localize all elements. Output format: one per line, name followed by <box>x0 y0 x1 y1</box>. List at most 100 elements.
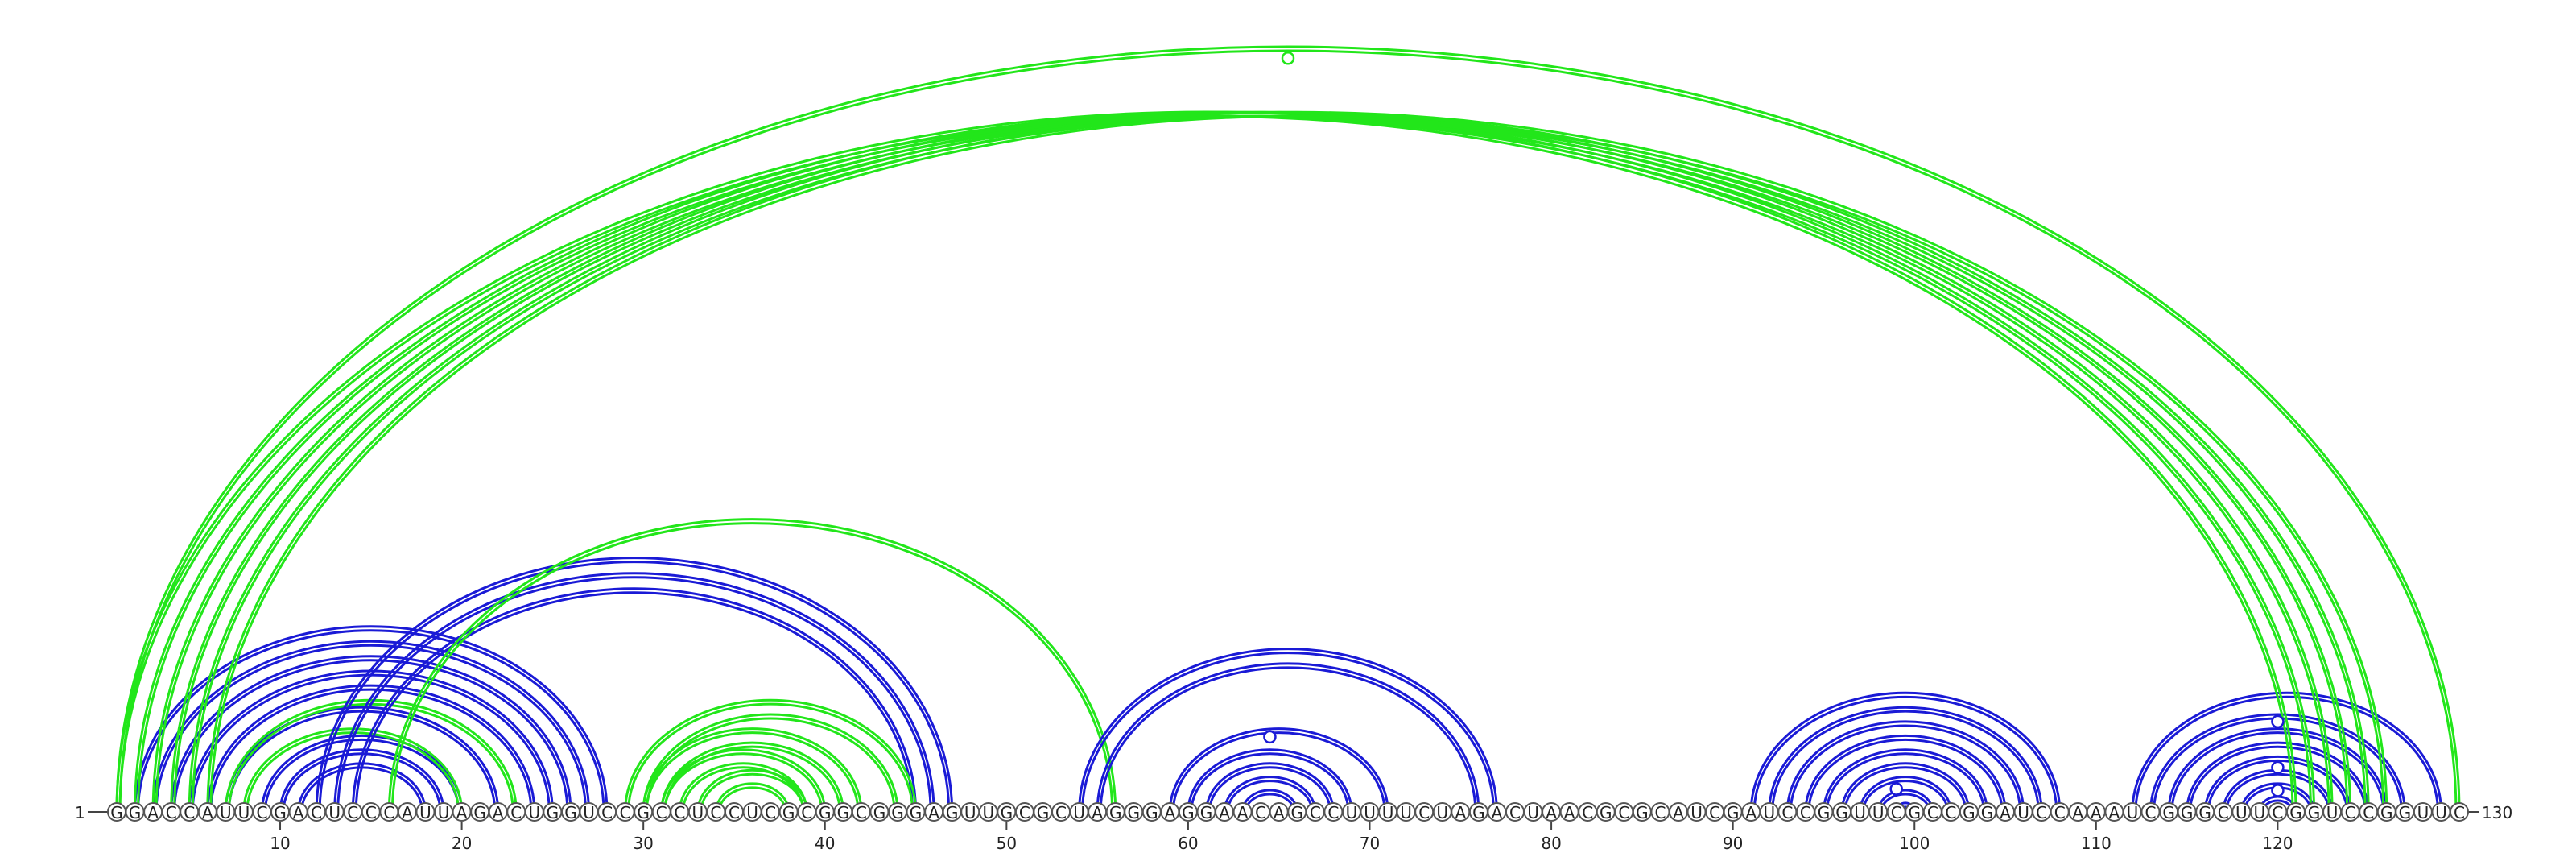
pair-arc <box>660 748 827 813</box>
base-letter: A <box>1673 803 1684 822</box>
base: C <box>1650 802 1670 822</box>
pair-arc <box>1822 748 1988 813</box>
base-letter: A <box>928 803 939 822</box>
base-letter: U <box>1073 803 1085 822</box>
base: G <box>1596 802 1616 822</box>
axis-tick-label: 70 <box>1360 834 1380 853</box>
position-axis: 10 20 30 40 50 60 70 80 90 100 110 120 <box>270 822 2293 853</box>
base-letter: C <box>856 803 867 822</box>
base: U <box>434 802 454 822</box>
base-letter: U <box>529 803 541 822</box>
base: G <box>543 802 563 822</box>
base: U <box>415 802 436 822</box>
base: A <box>2068 802 2088 822</box>
base-letter: U <box>1436 803 1448 822</box>
base: G <box>1468 802 1488 822</box>
axis-tick-label: 100 <box>1899 834 1930 853</box>
base-letter: G <box>2289 803 2302 822</box>
pair-arc-inner <box>1843 766 1967 813</box>
base: G <box>1905 802 1925 822</box>
base: G <box>942 802 962 822</box>
base-letter: C <box>2145 803 2157 822</box>
base-letter: G <box>110 803 123 822</box>
base: C <box>1323 802 1344 822</box>
base: C <box>361 802 381 822</box>
base: A <box>197 802 217 822</box>
pair-arc <box>1859 776 1952 813</box>
base-letter: G <box>873 803 886 822</box>
base: U <box>687 802 708 822</box>
base-letter: G <box>2399 803 2412 822</box>
base-letter: G <box>547 803 559 822</box>
base: U <box>2122 802 2142 822</box>
base-letter: C <box>620 803 631 822</box>
pair-arc <box>624 698 918 813</box>
base: G <box>1832 802 1852 822</box>
base: C <box>1251 802 1271 822</box>
base-letter: G <box>891 803 904 822</box>
base-letter: G <box>637 803 650 822</box>
base: A <box>924 802 944 822</box>
base: C <box>252 802 272 822</box>
base-letter: A <box>2109 803 2120 822</box>
base-letter: U <box>1346 803 1358 822</box>
base: C <box>1051 802 1071 822</box>
pair-arc-inner <box>227 710 497 813</box>
base-letter: U <box>2127 803 2139 822</box>
base-letter: U <box>238 803 250 822</box>
base: U <box>579 802 599 822</box>
pair-arc <box>2167 727 2388 813</box>
base: G <box>560 802 580 822</box>
base: C <box>307 802 327 822</box>
base: C <box>670 802 690 822</box>
base-letter: A <box>1745 803 1757 822</box>
base-letter: C <box>729 803 740 822</box>
pair-arc-inner <box>1807 738 2004 813</box>
base-letter: U <box>1364 803 1376 822</box>
pair-arc <box>1078 648 1498 813</box>
base-letter: C <box>1654 803 1666 822</box>
base: U <box>1341 802 1361 822</box>
base: C <box>506 802 526 822</box>
base-letter: A <box>293 803 304 822</box>
base: G <box>2304 802 2324 822</box>
pair-arc-inner <box>173 659 569 813</box>
base: G <box>1632 802 1652 822</box>
base-letter: U <box>2235 803 2248 822</box>
base: G <box>1814 802 1834 822</box>
base-letter: U <box>2254 803 2266 822</box>
base: C <box>651 802 671 822</box>
base-letter: A <box>1237 803 1249 822</box>
base-letter: C <box>1327 803 1339 822</box>
pair-arc <box>1204 762 1335 813</box>
base-letter: A <box>493 803 504 822</box>
base: U <box>2322 802 2343 822</box>
arc-marker <box>2271 760 2285 775</box>
pair-arc <box>642 727 863 813</box>
base: U <box>742 802 762 822</box>
base: C <box>2450 802 2469 822</box>
base-letter: G <box>837 803 850 822</box>
base-letter: G <box>1037 803 1050 822</box>
pair-arc-inner <box>209 688 533 813</box>
axis-tick-label: 20 <box>452 834 472 853</box>
base-letter: G <box>2198 803 2211 822</box>
base: U <box>1523 802 1543 822</box>
base: U <box>2413 802 2433 822</box>
base-letter: G <box>1963 803 1975 822</box>
base: U <box>2431 802 2451 822</box>
base: G <box>2177 802 2197 822</box>
axis-tick-label: 30 <box>633 834 653 853</box>
base-letter: A <box>1092 803 1103 822</box>
base: C <box>1795 802 1815 822</box>
sequence-start-label: 1 <box>75 803 85 822</box>
base-letter: G <box>1146 803 1158 822</box>
base: A <box>488 802 508 822</box>
base: C <box>2340 802 2360 822</box>
base-letter: G <box>1600 803 1612 822</box>
base-letter: G <box>819 803 832 822</box>
pair-arc-inner <box>1081 652 1495 813</box>
base: G <box>1178 802 1198 822</box>
base: G <box>470 802 490 822</box>
